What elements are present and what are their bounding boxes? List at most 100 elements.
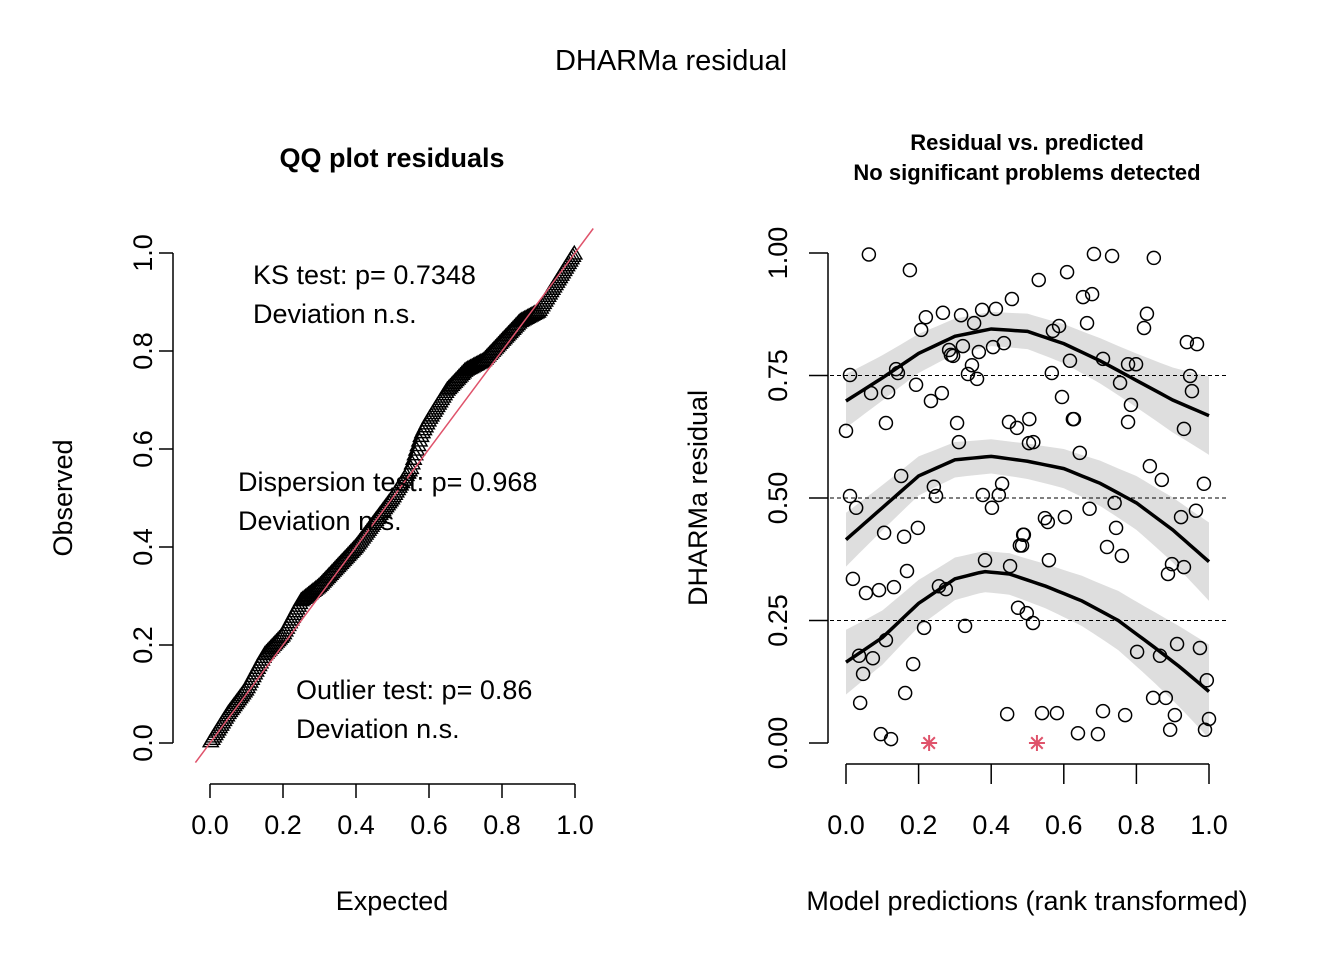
- residual-point: [896, 529, 912, 544]
- residual-point: [951, 434, 967, 450]
- residual-point: [1189, 336, 1205, 352]
- residual-point: [1075, 289, 1091, 305]
- residual-point: [1026, 434, 1041, 450]
- qq-x-axis-label: Expected: [336, 886, 449, 916]
- residual-point: [865, 650, 881, 666]
- quantile-band-0.75: [846, 311, 1209, 455]
- residual-point: [1108, 520, 1124, 536]
- qq-y-tick-label: 1.0: [128, 234, 158, 272]
- residual-point: [913, 322, 929, 338]
- residual-point: [994, 476, 1010, 492]
- residual-point: [1104, 248, 1120, 264]
- residual-point: [923, 393, 939, 409]
- qq-point: [403, 454, 422, 470]
- residual-point: [851, 648, 867, 664]
- residual-point: [873, 726, 889, 742]
- figure-title: DHARMa residual: [555, 45, 787, 77]
- residual-point: [1095, 351, 1111, 367]
- residual-point: [996, 335, 1012, 351]
- residual-point: [899, 563, 915, 579]
- residual-point: [890, 365, 906, 381]
- residual-point: [1179, 334, 1195, 350]
- residual-point: [1173, 509, 1189, 525]
- outlier-deviation-label: Deviation n.s.: [296, 714, 460, 744]
- residual-x-tick-label: 0.0: [827, 810, 865, 840]
- residual-point: [1154, 472, 1170, 488]
- qq-y-tick-label: 0.4: [128, 528, 158, 566]
- residual-point: [935, 305, 951, 321]
- qq-y-tick-label: 0.2: [128, 626, 158, 664]
- residual-point: [945, 348, 961, 364]
- qq-plot-title: QQ plot residuals: [279, 143, 504, 173]
- residual-point: [984, 500, 1000, 516]
- residual-point: [848, 500, 864, 516]
- qq-y-tick-label: 0.8: [128, 332, 158, 370]
- residual-point: [1025, 615, 1041, 631]
- quantile-band-0.25: [846, 551, 1209, 739]
- residual-y-tick-label: 0.25: [763, 594, 793, 647]
- residual-point: [1090, 726, 1106, 742]
- residual-point: [918, 309, 934, 325]
- residual-point: [1139, 306, 1155, 322]
- residual-point: [902, 262, 918, 278]
- residual-point: [1128, 356, 1144, 372]
- qq-y-tick-label: 0.0: [128, 724, 158, 762]
- dispersion-test-label: Dispersion test: p= 0.968: [238, 467, 537, 497]
- residual-point: [955, 338, 971, 354]
- residual-x-tick-label: 0.8: [1118, 810, 1156, 840]
- qq-plot-panel: QQ plot residuals 0.0 0.2 0.4 0.6 0.8 1.00.00…: [48, 143, 594, 916]
- residual-point: [1129, 644, 1145, 660]
- residual-point: [969, 371, 985, 387]
- residual-point: [1196, 476, 1212, 492]
- quantile-curve-0.25: [845, 569, 1211, 693]
- quantile-band-0.5: [846, 439, 1209, 601]
- residual-point: [883, 731, 899, 747]
- quantile-curve-0.75: [845, 327, 1210, 418]
- residual-point: [1152, 648, 1168, 664]
- residual-point: [1114, 548, 1130, 564]
- residual-point: [1120, 356, 1136, 372]
- residual-point: [1199, 673, 1215, 688]
- qq-x-tick-label: 0.6: [410, 810, 448, 840]
- residual-point: [863, 385, 879, 401]
- residual-y-tick-label: 0.00: [763, 717, 793, 770]
- residual-point: [1041, 552, 1057, 568]
- residual-point: [897, 685, 913, 701]
- residual-point: [1009, 420, 1025, 436]
- qq-x-tick-label: 0.8: [483, 810, 521, 840]
- qq-point: [409, 436, 427, 452]
- residual-point: [1188, 503, 1204, 518]
- residual-point: [1019, 605, 1035, 621]
- residual-point: [878, 632, 894, 648]
- residual-point: [1112, 375, 1128, 391]
- residual-axes: 0.0 0.2 0.4 0.6 0.8 1.0 0.00 0.25 0.50 0.75 1.00: [763, 227, 1228, 840]
- residual-point: [858, 585, 874, 601]
- residual-point: [949, 415, 965, 431]
- residual-point: [1057, 509, 1073, 525]
- residual-point: [938, 581, 954, 597]
- residual-point: [988, 301, 1004, 317]
- residual-point: [1059, 264, 1075, 280]
- residual-point: [1142, 458, 1158, 474]
- qq-x-tick-label: 0.2: [264, 810, 302, 840]
- qq-point: [565, 244, 584, 260]
- residual-point: [1184, 383, 1200, 399]
- residual-point: [1169, 636, 1185, 652]
- residual-point: [1002, 558, 1018, 574]
- residual-x-tick-label: 1.0: [1190, 810, 1228, 840]
- residual-point: [977, 552, 993, 568]
- residual-point: [842, 367, 858, 383]
- residual-point: [1120, 414, 1136, 430]
- residual-point: [1099, 539, 1115, 555]
- residual-point: [1049, 705, 1065, 721]
- qq-point: [410, 431, 429, 447]
- quantile-curve-0.5: [844, 454, 1211, 564]
- residual-point: [1022, 411, 1037, 427]
- qq-x-tick-label: 1.0: [556, 810, 594, 840]
- residual-point: [1197, 722, 1213, 738]
- residual-point: [1162, 722, 1178, 738]
- residual-point: [1182, 368, 1198, 384]
- ks-deviation-label: Deviation n.s.: [253, 299, 417, 329]
- residual-point: [852, 695, 868, 711]
